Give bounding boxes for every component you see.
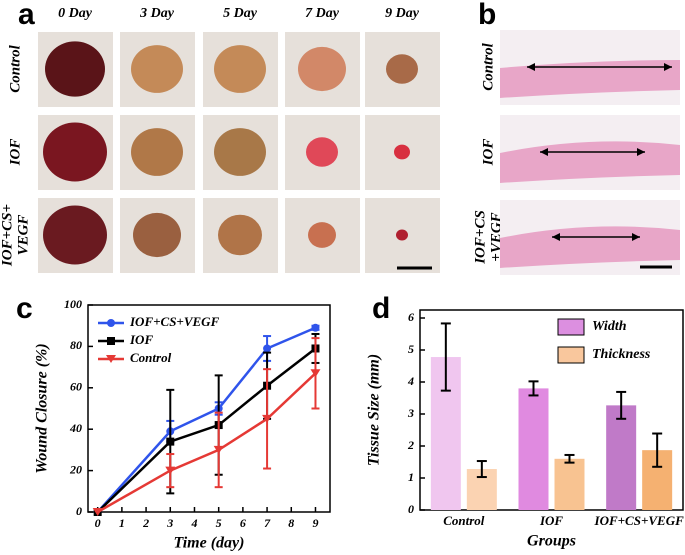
series-line: [96, 347, 317, 513]
x-tick-label: 3: [166, 516, 173, 530]
wound: [131, 128, 183, 176]
bar: [554, 458, 585, 510]
x-tick-label: 5: [216, 516, 222, 530]
legend-label: Width: [592, 319, 627, 334]
y-tick-label: 5: [408, 342, 414, 356]
y-tick-label: 100: [64, 297, 82, 311]
panel-label: c: [16, 292, 33, 325]
row-label: Control: [7, 44, 23, 92]
marker: [107, 337, 115, 345]
wound: [218, 214, 262, 256]
row-label: IOF+CS: [472, 210, 488, 265]
x-tick-label: 8: [288, 516, 294, 530]
y-axis-label: Wound Closure (%): [34, 343, 51, 473]
x-axis-label: Groups: [527, 533, 576, 550]
legend-label: Thickness: [592, 347, 651, 362]
y-tick-label: 40: [69, 421, 82, 435]
wound: [43, 122, 107, 182]
x-tick-label: 1: [119, 516, 125, 530]
row-label: Control: [480, 42, 496, 90]
legend-swatch: [557, 318, 585, 336]
wound: [214, 45, 266, 93]
x-tick-label: 9: [312, 516, 318, 530]
bar: [518, 388, 549, 510]
y-axis-label: Tissue Size (mm): [366, 354, 383, 466]
y-tick-label: 0: [408, 502, 414, 516]
x-tick-label: IOF+CS+VEGF: [594, 513, 685, 528]
legend-label: IOF+CS+VEGF: [129, 314, 220, 329]
wound: [308, 222, 336, 248]
wound: [386, 54, 418, 84]
wound: [45, 41, 105, 97]
wound: [306, 137, 338, 167]
y-tick-label: 3: [407, 406, 414, 420]
wound: [131, 45, 183, 93]
row-label: VEGF: [15, 215, 31, 256]
row-label: IOF: [480, 139, 496, 167]
series-line: [97, 372, 317, 514]
wound: [133, 212, 181, 258]
y-tick-label: 20: [69, 462, 82, 476]
y-tick-label: 60: [70, 380, 82, 394]
x-tick-label: 7: [264, 516, 271, 530]
bar: [606, 405, 637, 510]
y-tick-label: 0: [76, 504, 82, 518]
column-label: 3 Day: [139, 6, 175, 21]
column-label: 7 Day: [305, 6, 340, 21]
x-tick-label: 6: [240, 516, 246, 530]
panel-label: a: [18, 0, 35, 31]
marker: [92, 508, 103, 516]
marker: [263, 344, 272, 353]
marker: [310, 369, 321, 378]
marker: [107, 319, 115, 327]
y-tick-label: 1: [408, 470, 414, 484]
column-label: 9 Day: [385, 6, 420, 21]
column-label: 5 Day: [223, 6, 258, 21]
marker: [106, 355, 116, 363]
y-tick-label: 6: [408, 310, 414, 324]
x-tick-label: IOF: [539, 513, 563, 528]
wound: [298, 46, 346, 92]
marker: [166, 437, 175, 446]
marker: [262, 414, 273, 423]
wound: [396, 229, 408, 241]
legend-label: IOF: [129, 332, 153, 347]
x-tick-label: Control: [443, 513, 485, 528]
column-label: 0 Day: [58, 6, 93, 21]
x-tick-label: 0: [95, 516, 101, 530]
wound: [394, 144, 410, 160]
wound: [43, 205, 107, 265]
wound: [214, 128, 266, 176]
marker: [213, 445, 224, 454]
panel-label: b: [478, 0, 496, 31]
legend-label: Control: [130, 350, 172, 365]
y-tick-label: 80: [70, 338, 82, 352]
row-label: IOF+CS+: [0, 204, 15, 267]
panel-label: d: [372, 292, 390, 325]
legend-swatch: [557, 346, 585, 364]
y-tick-label: 4: [407, 374, 414, 388]
marker: [311, 323, 320, 332]
marker: [165, 466, 176, 475]
x-tick-label: 4: [190, 516, 197, 530]
row-label: IOF: [7, 139, 23, 167]
tissue: [500, 60, 680, 98]
plot-frame: [87, 304, 331, 513]
y-tick-label: 2: [407, 438, 414, 452]
x-tick-label: 2: [142, 516, 149, 530]
plot-frame: [419, 309, 684, 511]
x-axis-label: Time (day): [174, 535, 245, 552]
